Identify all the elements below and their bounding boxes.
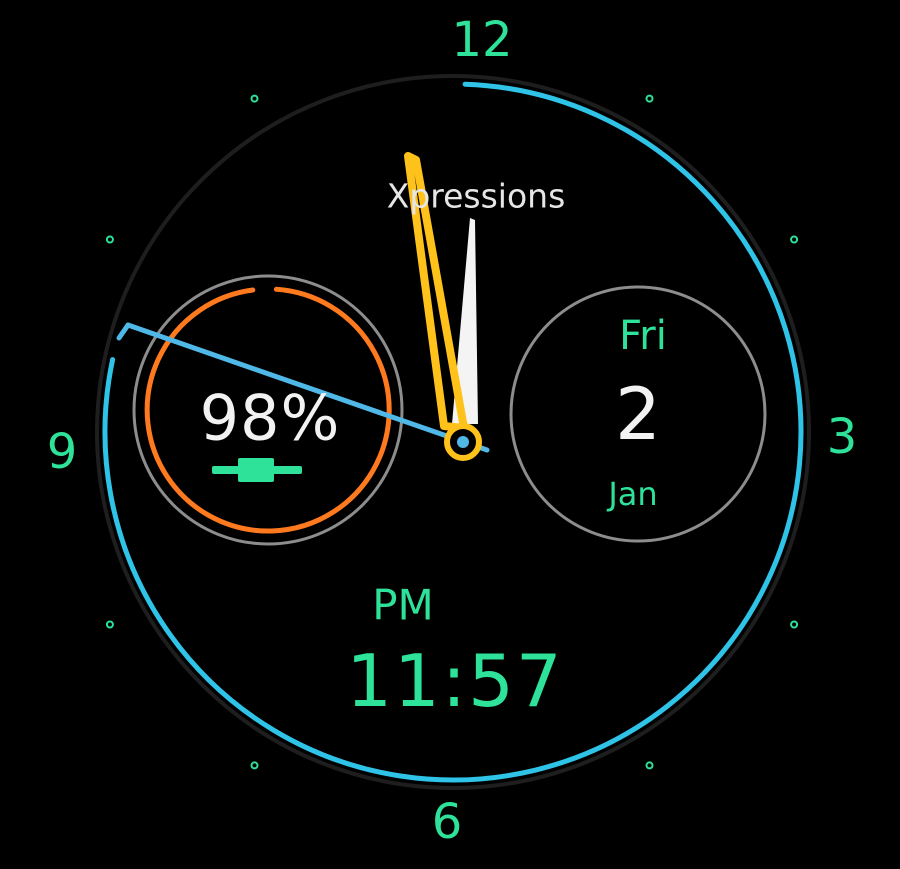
tick-dot <box>250 94 259 103</box>
digital-time: 11:57 <box>346 639 564 723</box>
battery-icon <box>212 458 302 482</box>
minute-hand <box>452 218 478 424</box>
minute-tick-dots <box>105 94 799 770</box>
tick-dot <box>105 235 114 244</box>
tick-dot <box>645 94 654 103</box>
second-hand-left-edge <box>116 322 131 341</box>
hour-marker-3: 3 <box>826 409 858 465</box>
tick-dot <box>105 620 114 629</box>
hour-marker-12: 12 <box>451 12 513 68</box>
ampm-label: PM <box>372 580 434 630</box>
outer-bezel-ring <box>95 74 811 790</box>
tick-dot <box>645 761 654 770</box>
month-name: Jan <box>608 475 658 513</box>
battery-level-ring <box>144 286 392 534</box>
second-hand <box>125 322 490 453</box>
tick-dot <box>250 761 259 770</box>
hour-marker-9: 9 <box>46 424 78 480</box>
battery-subdial-ring <box>132 274 404 546</box>
battery-percent: 98% <box>199 381 341 455</box>
seconds-progress-ring <box>102 81 804 783</box>
tick-dot <box>790 235 799 244</box>
day-name: Fri <box>619 313 667 359</box>
hour-marker-6: 6 <box>431 794 463 850</box>
brand-label: Xpressions <box>386 176 566 216</box>
day-number: 2 <box>615 372 661 456</box>
center-hub-dot <box>457 436 469 448</box>
date-subdial-ring <box>509 285 767 543</box>
tick-dot <box>790 620 799 629</box>
